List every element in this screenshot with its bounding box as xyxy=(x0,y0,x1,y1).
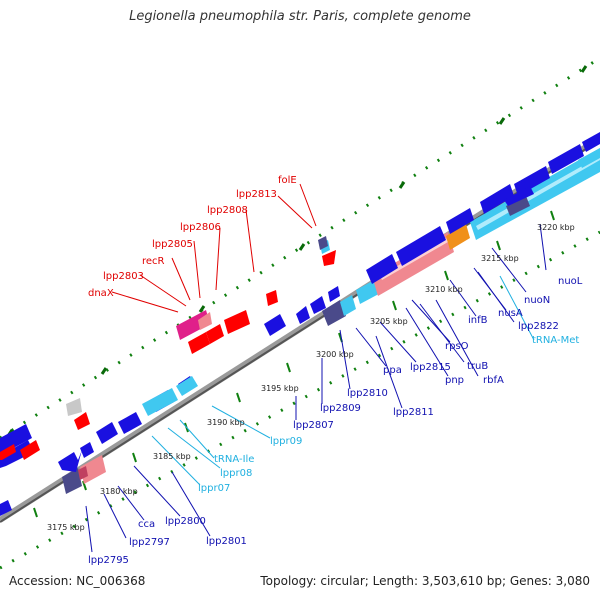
gene-arrow xyxy=(80,442,94,458)
leader-lines-blue xyxy=(85,223,547,553)
tick-label: 3195 kbp xyxy=(261,384,299,393)
gene-arrow xyxy=(318,236,328,250)
gene-arrow xyxy=(396,226,446,266)
gene-arrow xyxy=(548,144,584,174)
gene-label-rpsO[interactable]: rpsO xyxy=(445,341,469,352)
gene-label-lppr09[interactable]: lppr09 xyxy=(270,436,302,447)
gene-label-recR[interactable]: recR xyxy=(142,256,165,267)
genome-summary-text: Topology: circular; Length: 3,503,610 bp… xyxy=(260,574,590,588)
leader-lines-red xyxy=(111,183,317,313)
tick-label: 3190 kbp xyxy=(207,418,245,427)
gene-label-lppr07[interactable]: lppr07 xyxy=(198,483,230,494)
gene-label-lpp2803[interactable]: lpp2803 xyxy=(103,271,144,282)
gene-arrow xyxy=(514,166,550,196)
tick-label: 3185 kbp xyxy=(153,452,191,461)
slate-block-left xyxy=(62,468,82,494)
slate-block-mid xyxy=(322,300,346,326)
gene-label-folE[interactable]: folE xyxy=(278,175,297,186)
gene-arrow xyxy=(0,500,12,516)
lower-strand-features xyxy=(62,148,600,494)
gene-label-lpp2809[interactable]: lpp2809 xyxy=(320,403,361,414)
gene-arrow xyxy=(480,184,514,214)
gene-arrow xyxy=(74,412,90,430)
tick-label: 3205 kbp xyxy=(370,317,408,326)
tick-label: 3215 kbp xyxy=(481,254,519,263)
gene-label-lpp2815[interactable]: lpp2815 xyxy=(410,362,451,373)
gene-arrow xyxy=(266,290,278,306)
gene-label-infB[interactable]: infB xyxy=(468,315,488,326)
orange-block xyxy=(446,224,470,250)
pink-block-left-dark xyxy=(78,466,88,480)
gene-label-lpp2810[interactable]: lpp2810 xyxy=(347,388,388,399)
tick-label: 3200 kbp xyxy=(316,350,354,359)
inner-dotted-track xyxy=(0,230,600,570)
gene-label-tRNA-Ile[interactable]: tRNA-Ile xyxy=(214,454,254,465)
gene-arrow xyxy=(310,296,326,314)
blue-gene-labels: nuoL nuoN nusA lpp2822 infB rpsO truB rb… xyxy=(88,276,583,566)
gene-label-rbfA[interactable]: rbfA xyxy=(483,375,504,386)
gene-label-lpp2805[interactable]: lpp2805 xyxy=(152,239,193,250)
gene-label-nuoL[interactable]: nuoL xyxy=(558,276,583,287)
gene-arrow xyxy=(176,310,210,340)
gene-arrow xyxy=(0,444,16,460)
gene-label-pnp[interactable]: pnp xyxy=(445,375,464,386)
red-gene-labels: folE lpp2813 lpp2808 lpp2806 lpp2805 rec… xyxy=(88,175,297,299)
map-title: Legionella pneumophila str. Paris, compl… xyxy=(129,9,471,24)
cyan-block-right xyxy=(578,148,600,168)
gene-arrow xyxy=(582,132,600,152)
gene-label-nusA[interactable]: nusA xyxy=(498,308,523,319)
gene-label-lpp2806[interactable]: lpp2806 xyxy=(180,222,221,233)
slate-block-right xyxy=(506,196,530,216)
gene-label-lpp2807[interactable]: lpp2807 xyxy=(293,420,334,431)
red-genes xyxy=(0,236,336,460)
cyan-long-2-hl xyxy=(476,156,600,230)
gene-label-truB[interactable]: truB xyxy=(467,361,488,372)
gene-label-ppa[interactable]: ppa xyxy=(383,365,402,376)
gene-arrow xyxy=(96,422,118,444)
gene-arrow xyxy=(322,250,336,266)
gene-label-lpp2797[interactable]: lpp2797 xyxy=(129,537,170,548)
leader-lines-cyan xyxy=(151,275,535,486)
gene-arrow xyxy=(176,376,198,396)
gene-label-cca[interactable]: cca xyxy=(138,519,155,530)
tick-label: 3180 kbp xyxy=(100,487,138,496)
gene-label-lpp2801[interactable]: lpp2801 xyxy=(206,536,247,547)
gene-arrow xyxy=(224,310,250,334)
gene-arrow xyxy=(58,450,82,472)
gray-gene xyxy=(66,398,82,416)
gene-label-lpp2800[interactable]: lpp2800 xyxy=(165,516,206,527)
gene-arrow xyxy=(188,332,210,354)
accession-text: Accession: NC_006368 xyxy=(9,574,146,588)
gene-arrow xyxy=(328,286,340,302)
gene-arrow xyxy=(446,208,474,234)
tick-label: 3220 kbp xyxy=(537,223,575,232)
cyan-gene-labels: tRNA-Met lppr09 tRNA-Ile lppr08 lppr07 xyxy=(198,335,579,494)
gene-label-lpp2822[interactable]: lpp2822 xyxy=(518,321,559,332)
gene-label-dnaX[interactable]: dnaX xyxy=(88,288,114,299)
gene-arrow xyxy=(142,388,178,416)
gene-arrow xyxy=(206,324,224,344)
gene-label-lpp2813[interactable]: lpp2813 xyxy=(236,189,277,200)
gene-label-nuoN[interactable]: nuoN xyxy=(524,295,550,306)
gene-arrow xyxy=(366,254,398,284)
gene-arrow xyxy=(198,312,212,330)
gene-label-lpp2808[interactable]: lpp2808 xyxy=(207,205,248,216)
tick-label-group: 3175 kbp 3180 kbp 3185 kbp 3190 kbp 3195… xyxy=(47,223,575,532)
gene-label-lpp2795[interactable]: lpp2795 xyxy=(88,555,129,566)
gene-label-lppr08[interactable]: lppr08 xyxy=(220,468,252,479)
cyan-block-mid xyxy=(340,295,356,316)
tick-label: 3210 kbp xyxy=(425,285,463,294)
gene-arrow xyxy=(504,186,534,206)
gene-arrow xyxy=(296,306,310,324)
blue-genes-lower xyxy=(0,132,600,516)
gene-label-lpp2811[interactable]: lpp2811 xyxy=(393,407,434,418)
gene-arrow xyxy=(118,412,142,434)
gene-arrow xyxy=(264,314,286,336)
tick-label: 3175 kbp xyxy=(47,523,85,532)
gene-arrow xyxy=(0,424,32,452)
gene-arrow xyxy=(20,440,40,460)
gene-label-tRNA-Met[interactable]: tRNA-Met xyxy=(532,335,579,346)
